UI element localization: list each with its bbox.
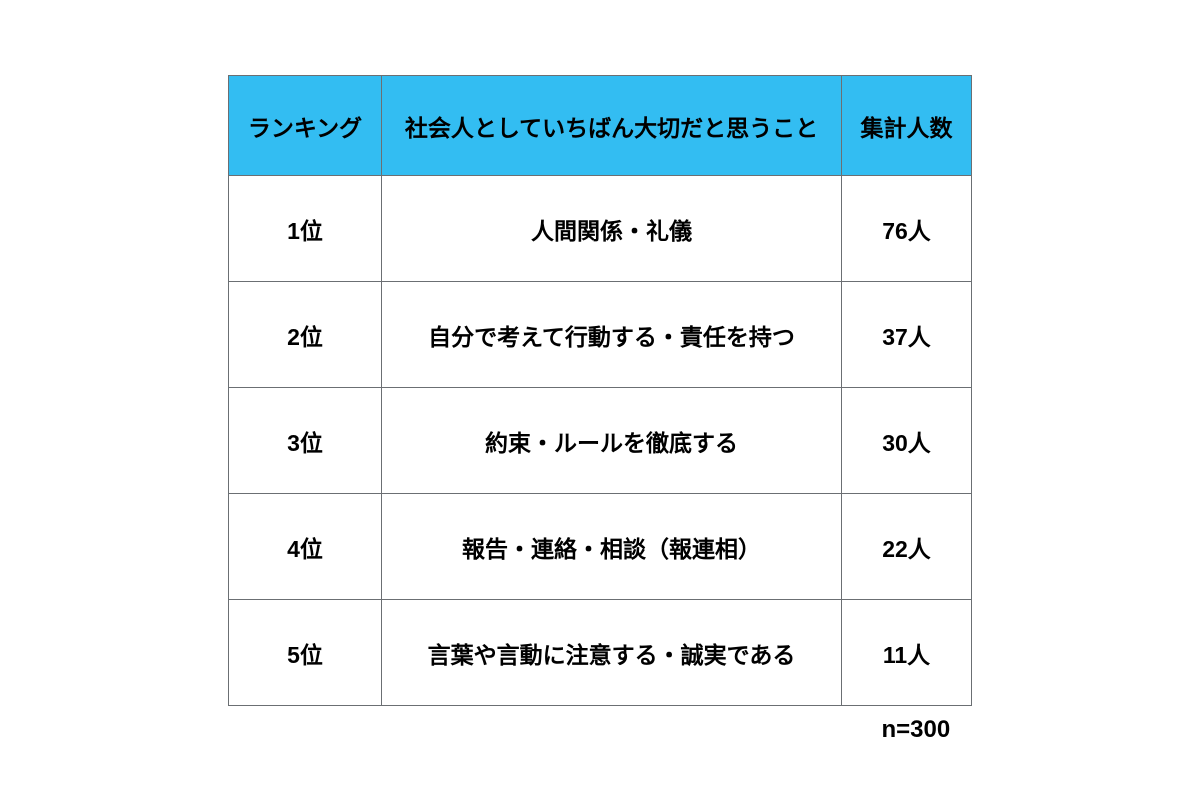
page-wrap: ランキング 社会人としていちばん大切だと思うこと 集計人数 1位 人間関係・礼儀… — [0, 0, 1200, 800]
cell-rank: 1位 — [229, 176, 382, 282]
cell-count: 37人 — [842, 282, 972, 388]
cell-item: 約束・ルールを徹底する — [382, 388, 842, 494]
cell-rank: 4位 — [229, 494, 382, 600]
table-row: 5位 言葉や言動に注意する・誠実である 11人 — [229, 600, 972, 706]
cell-count: 76人 — [842, 176, 972, 282]
cell-rank: 5位 — [229, 600, 382, 706]
cell-rank: 3位 — [229, 388, 382, 494]
cell-count: 22人 — [842, 494, 972, 600]
header-item: 社会人としていちばん大切だと思うこと — [382, 76, 842, 176]
cell-item: 自分で考えて行動する・責任を持つ — [382, 282, 842, 388]
cell-count: 30人 — [842, 388, 972, 494]
table-row: 2位 自分で考えて行動する・責任を持つ 37人 — [229, 282, 972, 388]
cell-item: 人間関係・礼儀 — [382, 176, 842, 282]
header-count: 集計人数 — [842, 76, 972, 176]
table-body: 1位 人間関係・礼儀 76人 2位 自分で考えて行動する・責任を持つ 37人 3… — [229, 176, 972, 706]
table-row: 4位 報告・連絡・相談（報連相） 22人 — [229, 494, 972, 600]
cell-count: 11人 — [842, 600, 972, 706]
header-rank: ランキング — [229, 76, 382, 176]
cell-item: 言葉や言動に注意する・誠実である — [382, 600, 842, 706]
table-row: 1位 人間関係・礼儀 76人 — [229, 176, 972, 282]
ranking-table: ランキング 社会人としていちばん大切だと思うこと 集計人数 1位 人間関係・礼儀… — [228, 75, 972, 706]
table-header-row: ランキング 社会人としていちばん大切だと思うこと 集計人数 — [229, 76, 972, 176]
sample-size-note: n=300 — [882, 716, 951, 744]
table-row: 3位 約束・ルールを徹底する 30人 — [229, 388, 972, 494]
cell-item: 報告・連絡・相談（報連相） — [382, 494, 842, 600]
cell-rank: 2位 — [229, 282, 382, 388]
